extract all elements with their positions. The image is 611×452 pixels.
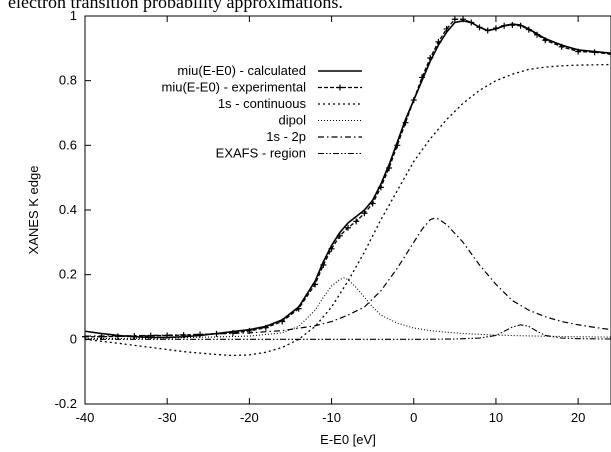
series-marker [427, 55, 434, 62]
series-marker [542, 37, 549, 44]
series-marker [377, 184, 384, 191]
series-marker [394, 142, 401, 149]
series-marker [312, 281, 319, 288]
series-marker [353, 218, 360, 225]
series-marker [534, 31, 541, 38]
x-tick-label: -40 [76, 410, 95, 425]
series-marker [492, 25, 499, 32]
y-tick-label: 1 [70, 8, 77, 23]
series-line-3 [85, 63, 611, 357]
series-marker [525, 26, 532, 33]
y-tick-label: 0.6 [59, 137, 77, 152]
series-marker [328, 245, 335, 252]
legend: miu(E-E0) - calculated miu(E-E0) - experi… [162, 63, 362, 161]
series-marker [451, 16, 458, 23]
series-marker [295, 305, 302, 312]
legend-label: dipol [279, 113, 307, 128]
series-marker [402, 119, 409, 126]
x-tick-label: -20 [240, 410, 259, 425]
plot-area [84, 15, 611, 405]
series-marker [386, 164, 393, 171]
series-marker [558, 43, 565, 50]
legend-marker [337, 84, 343, 91]
x-tick-label: 20 [571, 410, 585, 425]
y-tick-label: 0 [70, 331, 77, 346]
series-marker [82, 333, 88, 340]
series-marker [575, 48, 582, 55]
series-marker [320, 261, 327, 268]
series-marker [468, 19, 475, 26]
series-marker [345, 224, 351, 231]
series-line-5 [85, 217, 611, 337]
ticks-layer: -40 -30 -20 -10 0 10 20 -0.2 0 0.2 0.4 0.6 0.8 1 [55, 8, 586, 425]
series-marker [410, 97, 417, 104]
series-marker [279, 318, 286, 325]
x-tick-label: -30 [158, 410, 177, 425]
legend-label: miu(E-E0) - experimental [162, 80, 307, 95]
series-marker [608, 51, 611, 58]
plot-border [84, 15, 611, 405]
series-marker [369, 200, 376, 207]
series-marker [262, 324, 269, 331]
series-marker [517, 22, 524, 29]
series-line-6 [85, 324, 611, 340]
y-tick-label: 0.8 [59, 73, 77, 88]
series-marker [501, 22, 508, 29]
y-tick-label: 0.4 [59, 202, 77, 217]
x-tick-label: 0 [410, 410, 417, 425]
series-marker [591, 49, 598, 56]
series-marker [131, 333, 138, 340]
legend-label: EXAFS - region [216, 146, 306, 161]
x-axis-label: E-E0 [eV] [320, 432, 376, 447]
series-layer [82, 16, 611, 357]
series-marker [435, 38, 442, 45]
series-line-2 [85, 18, 611, 338]
legend-label: 1s - 2p [266, 129, 306, 144]
y-tick-label: -0.2 [55, 396, 77, 411]
series-marker [418, 74, 425, 81]
y-tick-label: 0.2 [59, 267, 77, 282]
series-marker [509, 22, 516, 29]
y-axis-label: XANES K edge [26, 166, 41, 255]
x-tick-label: 10 [489, 410, 503, 425]
series-marker [476, 24, 483, 31]
legend-label: 1s - continuous [218, 96, 307, 111]
legend-label: miu(E-E0) - calculated [177, 63, 306, 78]
series-marker [443, 25, 450, 32]
series-marker [460, 16, 467, 23]
series-marker [98, 333, 105, 340]
series-marker [484, 27, 491, 34]
series-marker [336, 232, 343, 239]
series-marker [361, 210, 368, 217]
caption-fragment: electron transition probability approxim… [8, 0, 343, 12]
series-line-4 [85, 277, 611, 340]
x-tick-label: -10 [322, 410, 341, 425]
